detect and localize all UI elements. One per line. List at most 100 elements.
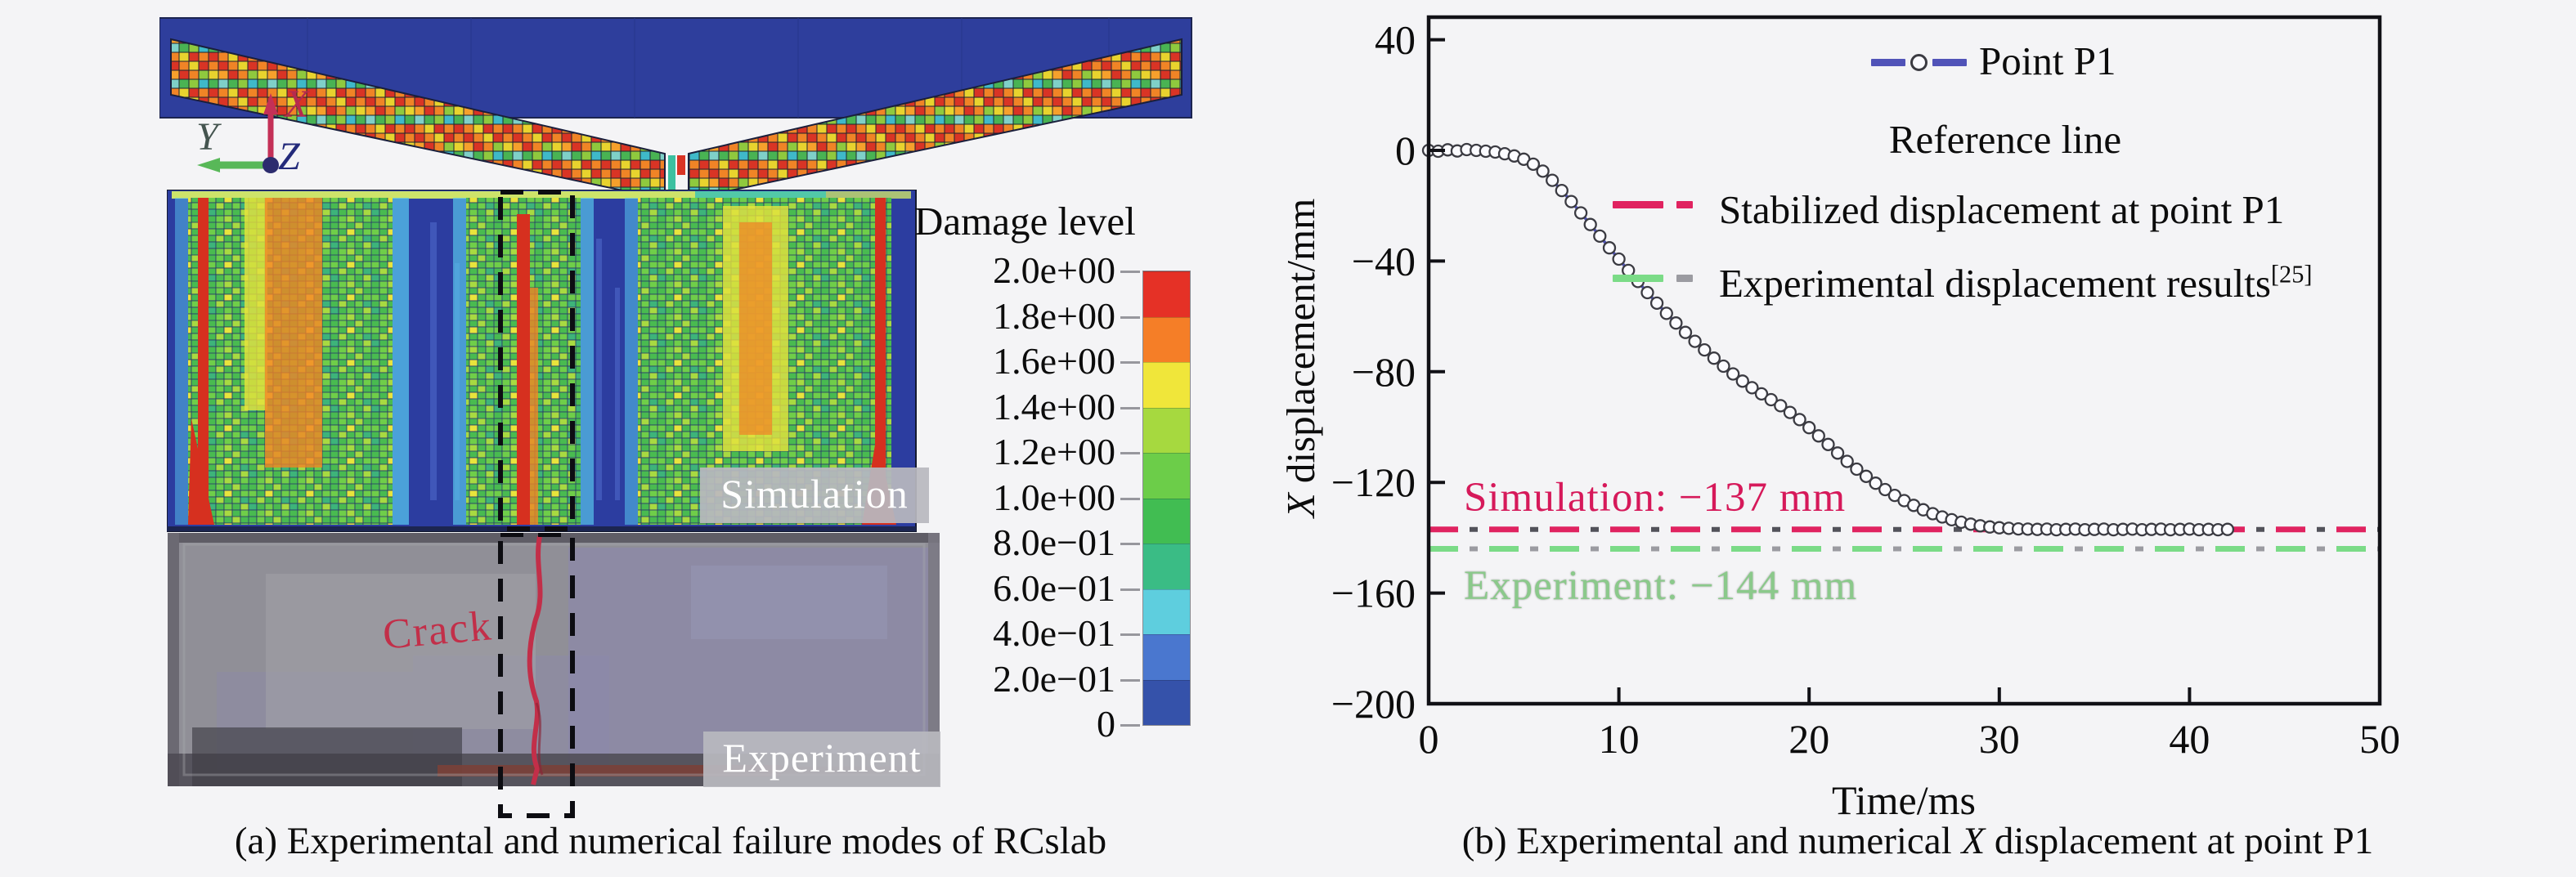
colorbar-tick-label: 1.4e+00 [993, 385, 1115, 427]
data-point-marker [1869, 477, 1883, 490]
colorbar-tick-label: 1.6e+00 [993, 340, 1115, 382]
cyan-fringe [453, 198, 466, 525]
data-point-marker [1811, 429, 1825, 443]
data-point-marker [1688, 334, 1702, 348]
colorbar-tick-mark [1120, 633, 1140, 636]
legend-symbol-experimental [1613, 275, 1693, 282]
colorbar-tick-label: 1.8e+00 [993, 294, 1115, 337]
colorbar-segment [1143, 679, 1190, 725]
coordinate-triad [197, 93, 279, 173]
cyan-fringe [175, 198, 188, 525]
colorbar-tick-mark [1120, 724, 1140, 727]
cyan-fringe [625, 198, 638, 525]
caption-b-suffix: displacement at point P1 [1985, 820, 2374, 862]
photo-rust-smear [438, 765, 781, 776]
data-point-marker [1717, 359, 1730, 374]
damage-colorbar: Damage level 2.0e+00 1.8e+00 1.6e+00 1.4e+0… [909, 198, 1253, 786]
legend-label-experimental-text: Experimental displacement results [1719, 261, 2271, 306]
colorbar-tick-label: 0 [1097, 703, 1115, 745]
colorbar-tick-mark [1120, 406, 1140, 409]
data-point-marker [1698, 342, 1712, 357]
data-point-marker [1859, 469, 1874, 483]
legend-line-segment [1932, 59, 1967, 66]
data-point-marker [1735, 374, 1749, 388]
data-point-marker [1821, 437, 1835, 451]
colorbar-segment [1143, 634, 1190, 680]
legend-symbol-stabilized [1613, 201, 1693, 208]
red-blotch-bottom-left [188, 418, 214, 525]
triad-y-label: Y [196, 115, 218, 159]
y-tick-label: −40 [1352, 238, 1416, 284]
slab-right-half [688, 38, 1183, 196]
y-tick-label: −200 [1331, 681, 1416, 727]
contour-top-strip-right [826, 191, 911, 199]
legend-circle-marker [1910, 54, 1928, 71]
legend-dash [1613, 201, 1663, 208]
colorbar-tick-label: 2.0e+00 [993, 249, 1115, 291]
data-point-marker [1802, 421, 1816, 435]
orange-flank [530, 288, 538, 525]
colorbar-segment [1143, 362, 1190, 408]
caption-b-italic-x: X [1961, 820, 1986, 862]
caption-b-prefix: (b) Experimental and numerical [1461, 820, 1962, 862]
data-point-marker [1573, 206, 1588, 220]
slab-center-crushed-element [677, 155, 685, 175]
crack-trace-branch [535, 702, 544, 776]
red-crack-core-center [517, 214, 530, 525]
colorbar-tick-label: 1.2e+00 [993, 431, 1115, 472]
legend-label-experimental: Experimental displacement results[25] [1719, 260, 2313, 307]
triad-z-label: Z [278, 135, 300, 178]
colorbar-segment [1143, 453, 1190, 499]
data-point-marker [1546, 173, 1560, 187]
data-point-marker [2220, 522, 2235, 536]
colorbar-tick-mark [1120, 315, 1140, 319]
y-axis-label-italic-x: X [1278, 493, 1323, 518]
legend-symbol-point-p1 [1871, 54, 1967, 71]
data-point-marker [1526, 157, 1541, 172]
y-tick-label: −120 [1331, 459, 1416, 505]
data-point-marker [1602, 241, 1617, 255]
crack-trace-line [527, 535, 543, 785]
legend-line-segment [1871, 59, 1905, 66]
y-tick-label: −160 [1331, 570, 1416, 616]
data-point-marker [1726, 367, 1740, 381]
orange-column [265, 198, 322, 468]
data-point-marker [1612, 252, 1626, 266]
y-tick-label: 40 [1375, 17, 1416, 63]
colorbar-tick-mark [1120, 588, 1140, 591]
colorbar-tick-mark [1120, 361, 1140, 364]
data-point-marker [1878, 482, 1892, 497]
colorbar-segment [1143, 544, 1190, 589]
data-point-marker [1640, 285, 1654, 300]
legend-title-reference-line: Reference line [1888, 117, 2122, 162]
annotation-experiment-value: Experiment: −144 mm [1464, 563, 1858, 609]
colorbar-tick-label: 4.0e−01 [993, 612, 1115, 654]
colorbar-tick-mark [1120, 452, 1140, 454]
caption-panel-b: (b) Experimental and numerical X displac… [1462, 819, 2374, 863]
data-point-marker [1678, 325, 1693, 339]
triad-x-label: X [285, 83, 309, 126]
data-point-marker [1583, 217, 1597, 231]
data-point-marker [1555, 183, 1568, 198]
data-point-marker [1649, 296, 1664, 311]
photo-inner-frame [182, 543, 926, 776]
contour-top-strip-teal [695, 191, 826, 199]
slab-left-half [170, 38, 666, 196]
data-point-marker [1830, 446, 1845, 460]
y-axis-arrowhead [197, 158, 220, 172]
colorbar-tick-mark [1120, 543, 1140, 545]
y-tick-label: −80 [1352, 349, 1416, 395]
data-point-marker [1783, 405, 1797, 419]
photo-edge-right [928, 533, 940, 786]
colorbar-segment [1143, 407, 1190, 453]
colorbar-tick-label: 6.0e−01 [993, 566, 1115, 609]
data-point-marker [1564, 195, 1578, 208]
cyan-fringe [581, 198, 594, 525]
y-tick-label: 0 [1395, 128, 1416, 173]
data-point-marker [1745, 381, 1759, 395]
colorbar-tick-mark [1120, 497, 1140, 500]
dashed-crack-zone-box-experiment [498, 533, 575, 818]
data-point-marker [1669, 316, 1683, 330]
legend-dot [1676, 201, 1693, 208]
